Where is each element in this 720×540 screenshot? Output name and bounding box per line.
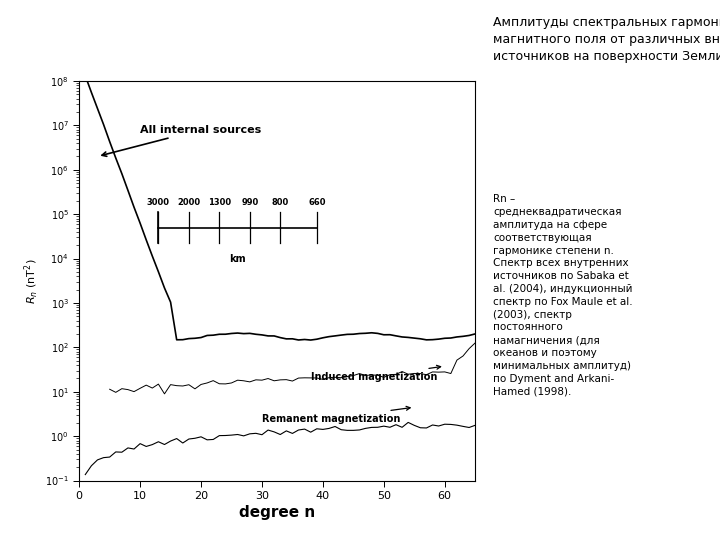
Text: 800: 800	[271, 198, 289, 207]
Text: Амплитуды спектральных гармоник
магнитного поля от различных внутренних
источник: Амплитуды спектральных гармоник магнитно…	[493, 16, 720, 63]
Text: Remanent magnetization: Remanent magnetization	[262, 407, 410, 423]
Text: Rn –
среднеквадратическая
амплитуда на сфере
соответствующая
гармонике степени n: Rn – среднеквадратическая амплитуда на с…	[493, 194, 633, 396]
Text: 1300: 1300	[208, 198, 231, 207]
Text: Induced magnetization: Induced magnetization	[311, 366, 441, 382]
Y-axis label: $R_n$ (nT$^2$): $R_n$ (nT$^2$)	[22, 258, 41, 303]
Text: All internal sources: All internal sources	[102, 125, 261, 156]
Text: 2000: 2000	[177, 198, 200, 207]
Text: 3000: 3000	[147, 198, 170, 207]
Text: km: km	[229, 254, 246, 264]
Text: 660: 660	[308, 198, 325, 207]
X-axis label: degree n: degree n	[239, 505, 315, 520]
Text: 990: 990	[241, 198, 258, 207]
